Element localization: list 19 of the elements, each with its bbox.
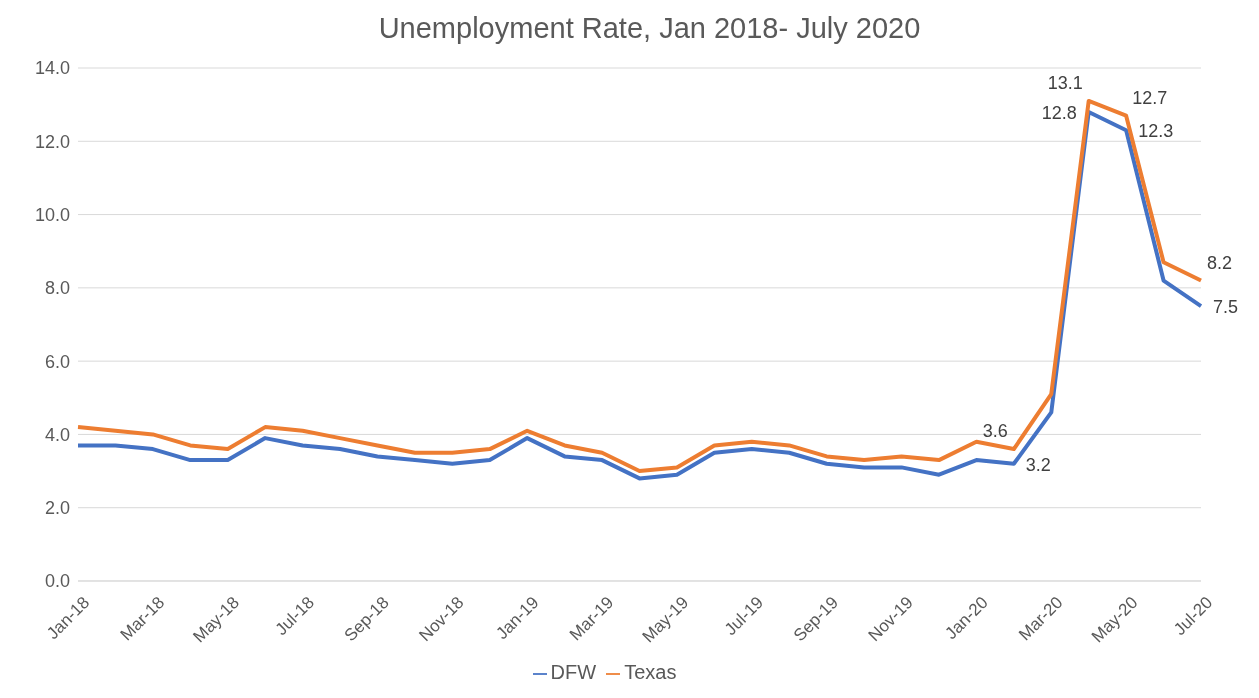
data-label: 3.2 [1025,454,1051,475]
legend-label: Texas [624,661,677,683]
data-label: 8.2 [1207,252,1233,273]
data-label: 7.5 [1213,297,1239,318]
data-label: 12.7 [1132,87,1168,108]
y-tick-label: 12.0 [34,131,70,152]
y-tick-label: 2.0 [44,498,70,519]
data-label: 12.8 [1041,102,1077,123]
y-tick-label: 4.0 [44,424,70,445]
legend-label: DFW [550,661,597,683]
data-label: 12.3 [1138,121,1174,142]
y-tick-label: 14.0 [34,58,70,79]
data-label: 3.6 [982,421,1008,442]
y-tick-label: 6.0 [44,351,70,372]
data-label: 13.1 [1047,72,1083,93]
y-tick-label: 8.0 [44,278,70,299]
chart-title: Unemployment Rate, Jan 2018- July 2020 [377,11,922,46]
y-tick-label: 10.0 [34,204,70,225]
y-tick-label: 0.0 [44,571,70,592]
